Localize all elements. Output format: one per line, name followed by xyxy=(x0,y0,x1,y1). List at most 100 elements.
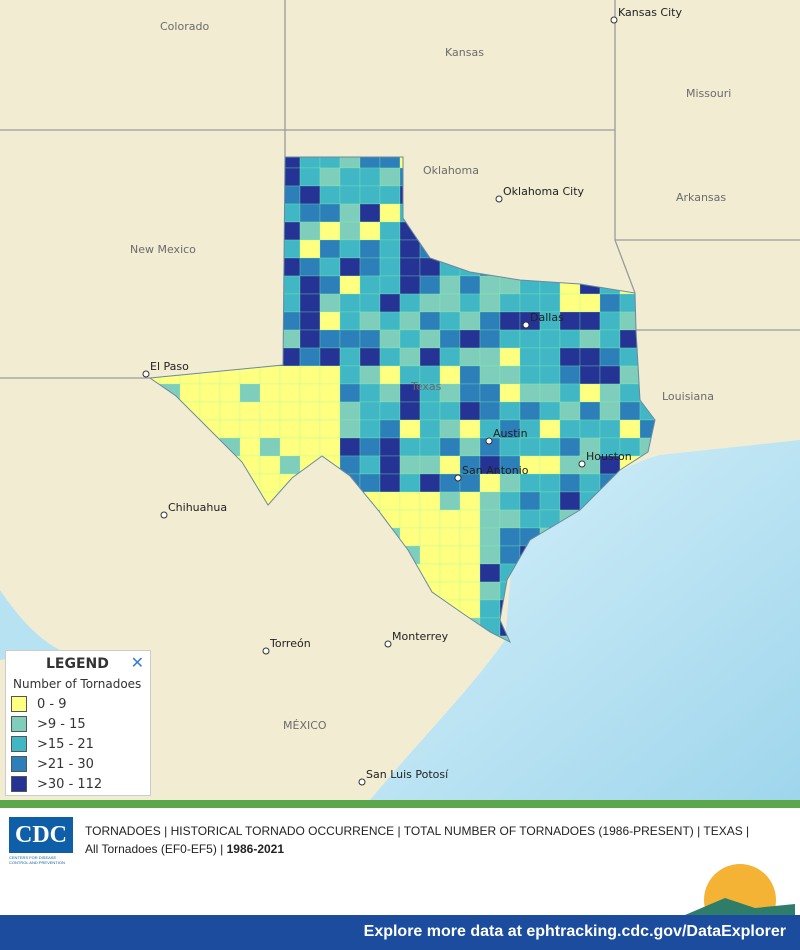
legend-close[interactable]: ✕ xyxy=(130,653,144,672)
county xyxy=(439,455,461,475)
county xyxy=(559,329,581,349)
county xyxy=(359,473,381,493)
county xyxy=(479,293,501,313)
county xyxy=(499,545,521,565)
county xyxy=(419,347,441,367)
county xyxy=(439,347,461,367)
county xyxy=(459,527,481,547)
county xyxy=(519,347,541,367)
county xyxy=(359,293,381,313)
city-marker xyxy=(485,437,493,445)
county xyxy=(379,365,401,385)
city-label: Dallas xyxy=(530,311,564,324)
county xyxy=(479,545,501,565)
county xyxy=(499,365,521,385)
banner-link[interactable]: Explore more data at ephtracking.cdc.gov… xyxy=(363,923,786,940)
county xyxy=(299,347,321,367)
county xyxy=(619,401,641,421)
legend-swatch xyxy=(11,716,27,732)
footer-years: 1986-2021 xyxy=(226,842,285,856)
county xyxy=(479,311,501,331)
county xyxy=(459,491,481,511)
county xyxy=(439,419,461,439)
county xyxy=(579,311,601,331)
county xyxy=(399,275,421,295)
county xyxy=(579,419,601,439)
county xyxy=(539,329,561,349)
county xyxy=(359,437,381,457)
county xyxy=(299,419,321,439)
region-label: Texas xyxy=(410,380,442,393)
county xyxy=(559,455,581,475)
county xyxy=(479,563,501,583)
county xyxy=(319,383,341,403)
county xyxy=(219,419,241,439)
banner[interactable]: Explore more data at ephtracking.cdc.gov… xyxy=(0,915,800,950)
county xyxy=(319,293,341,313)
county xyxy=(459,581,481,601)
county xyxy=(399,509,421,529)
county xyxy=(279,455,301,475)
county xyxy=(379,347,401,367)
legend-label: >21 - 30 xyxy=(37,756,94,772)
county xyxy=(439,545,461,565)
county xyxy=(299,365,321,385)
region-label: Colorado xyxy=(160,20,209,33)
city-marker xyxy=(142,370,150,378)
county xyxy=(179,383,201,403)
county xyxy=(319,167,341,187)
legend-label: >15 - 21 xyxy=(37,736,94,752)
county xyxy=(559,437,581,457)
footer: CDC CENTERS FOR DISEASE CONTROL AND PREV… xyxy=(0,800,800,920)
footer-filter: All Tornadoes (EF0-EF5) | xyxy=(85,842,224,856)
county xyxy=(399,311,421,331)
county xyxy=(439,311,461,331)
county xyxy=(419,293,441,313)
borders xyxy=(0,0,800,379)
legend-swatch xyxy=(11,696,27,712)
county xyxy=(279,365,301,385)
county xyxy=(439,383,461,403)
county xyxy=(299,293,321,313)
cdc-logo[interactable]: CDC xyxy=(9,817,73,853)
county xyxy=(379,239,401,259)
county xyxy=(299,167,321,187)
county xyxy=(379,257,401,277)
county xyxy=(339,293,361,313)
county xyxy=(219,383,241,403)
county xyxy=(599,329,621,349)
county xyxy=(319,419,341,439)
county xyxy=(419,329,441,349)
county xyxy=(579,365,601,385)
county xyxy=(339,257,361,277)
county xyxy=(339,437,361,457)
county xyxy=(599,347,621,367)
county xyxy=(419,527,441,547)
county xyxy=(459,329,481,349)
legend-subtitle: Number of Tornadoes xyxy=(13,677,142,691)
county xyxy=(499,347,521,367)
county xyxy=(579,347,601,367)
county xyxy=(459,383,481,403)
county xyxy=(519,329,541,349)
county xyxy=(379,293,401,313)
county xyxy=(579,329,601,349)
gulf xyxy=(370,440,800,800)
county xyxy=(319,401,341,421)
county xyxy=(399,473,421,493)
region-label: Oklahoma xyxy=(423,164,479,177)
county xyxy=(319,329,341,349)
county xyxy=(459,509,481,529)
county xyxy=(299,383,321,403)
city-label: Houston xyxy=(586,450,632,463)
county xyxy=(399,419,421,439)
county xyxy=(359,203,381,223)
county xyxy=(279,419,301,439)
county xyxy=(359,275,381,295)
county xyxy=(359,167,381,187)
county xyxy=(459,437,481,457)
region-label: Louisiana xyxy=(662,390,714,403)
county xyxy=(319,275,341,295)
county xyxy=(339,383,361,403)
